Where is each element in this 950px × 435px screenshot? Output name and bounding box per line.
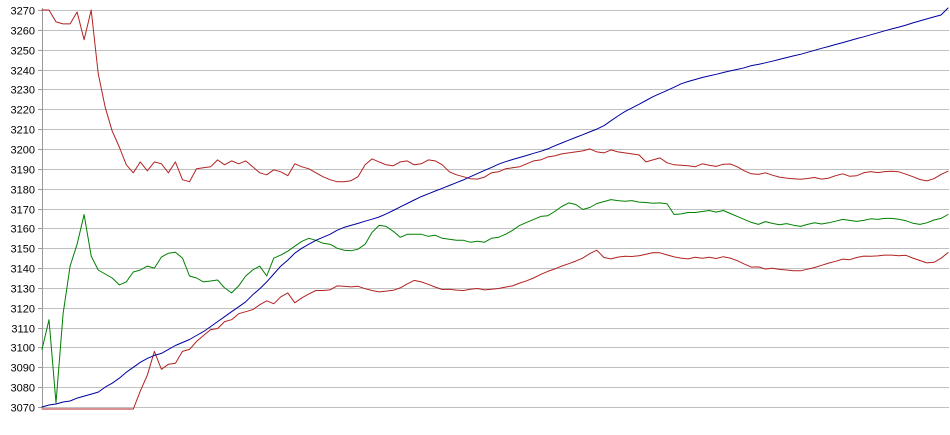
- y-axis-label: 3150: [11, 244, 35, 256]
- y-axis-label: 3120: [11, 304, 35, 316]
- series-red-lower-band: [41, 249, 949, 410]
- y-axis-label: 3170: [11, 205, 35, 217]
- y-axis-label: 3270: [11, 6, 35, 18]
- y-axis-label: 3160: [11, 224, 35, 236]
- y-axis-label: 3110: [11, 324, 35, 336]
- y-axis-label: 3130: [11, 284, 35, 296]
- y-axis-label: 3230: [11, 85, 35, 97]
- series-blue-trend-line: [41, 7, 949, 408]
- y-axis-label: 3080: [11, 383, 35, 395]
- y-axis-label: 3140: [11, 264, 35, 276]
- y-axis-label: 3090: [11, 363, 35, 375]
- series-green-mid-line: [41, 199, 949, 404]
- y-axis-label: 3190: [11, 165, 35, 177]
- series-red-upper-band: [41, 9, 949, 183]
- y-axis-label: 3240: [11, 66, 35, 78]
- y-axis-label: 3070: [11, 403, 35, 415]
- y-axis-label: 3210: [11, 125, 35, 137]
- y-axis-label: 3250: [11, 46, 35, 58]
- y-axis-label: 3180: [11, 185, 35, 197]
- y-axis-label: 3260: [11, 26, 35, 38]
- y-axis-label: 3100: [11, 343, 35, 355]
- y-axis-label: 3220: [11, 105, 35, 117]
- y-axis-label: 3200: [11, 145, 35, 157]
